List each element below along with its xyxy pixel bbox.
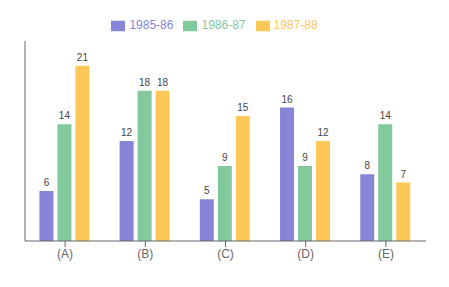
- svg-text:9: 9: [302, 152, 308, 163]
- svg-text:21: 21: [77, 52, 89, 63]
- svg-text:16: 16: [281, 94, 293, 105]
- svg-text:(C): (C): [217, 247, 234, 261]
- svg-text:12: 12: [317, 127, 329, 138]
- svg-text:(B): (B): [137, 247, 153, 261]
- svg-text:(A): (A): [57, 247, 73, 261]
- svg-text:(E): (E): [378, 247, 394, 261]
- svg-text:8: 8: [364, 160, 370, 171]
- html-text:1987-88: 1987-88: [273, 18, 318, 32]
- svg-text:7: 7: [400, 169, 406, 180]
- svg-text:14: 14: [59, 110, 71, 121]
- svg-text:14: 14: [380, 110, 392, 121]
- html-text:1986-87: 1986-87: [201, 18, 246, 32]
- html-text:1985-86: 1985-86: [129, 18, 174, 32]
- svg-text:12: 12: [121, 127, 133, 138]
- svg-text:15: 15: [237, 102, 249, 113]
- svg-text:(D): (D): [297, 247, 314, 261]
- svg-text:18: 18: [157, 77, 169, 88]
- svg-text:5: 5: [204, 185, 210, 196]
- svg-text:9: 9: [222, 152, 228, 163]
- svg-text:18: 18: [139, 77, 151, 88]
- svg-text:6: 6: [44, 177, 50, 188]
